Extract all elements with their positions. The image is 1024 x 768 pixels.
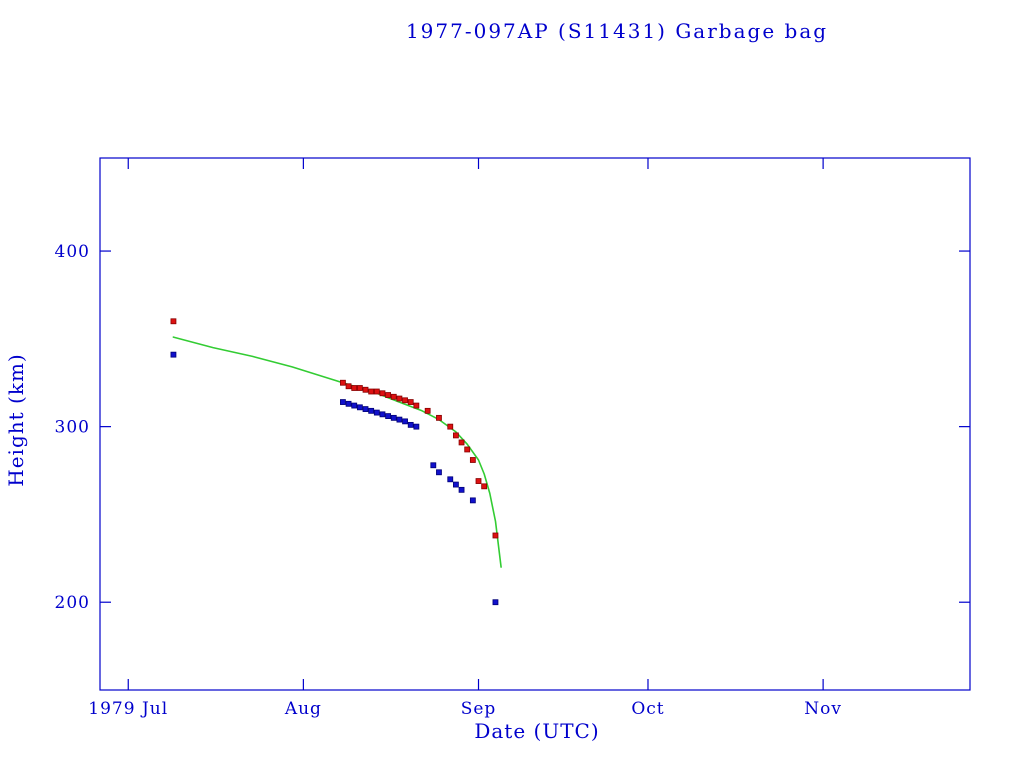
apogee-height-point xyxy=(447,423,454,430)
x-tick-label: Oct xyxy=(631,699,664,719)
x-tick-label: 1979 Jul xyxy=(88,699,168,719)
x-axis-label: Date (UTC) xyxy=(474,719,600,743)
fitted-mean-height-line xyxy=(172,336,502,568)
apogee-height-point xyxy=(368,388,375,395)
apogee-height-point xyxy=(492,532,499,539)
perigee-height-point xyxy=(390,414,397,421)
apogee-height-point xyxy=(351,385,358,391)
apogee-height-point xyxy=(385,392,392,398)
perigee-height-point xyxy=(356,404,363,411)
y-tick-label: 400 xyxy=(55,242,90,262)
perigee-height-point xyxy=(385,413,392,419)
perigee-height-point xyxy=(345,400,352,407)
perigee-height-point xyxy=(458,486,465,493)
apogee-height-point xyxy=(345,383,352,390)
apogee-height-point xyxy=(481,483,488,490)
x-tick-label: Nov xyxy=(804,699,842,719)
perigee-height-point xyxy=(407,421,414,428)
apogee-height-point xyxy=(458,439,465,446)
apogee-height-point xyxy=(340,379,346,386)
perigee-height-point xyxy=(447,476,454,483)
apogee-height-point xyxy=(390,393,397,400)
perigee-height-point xyxy=(340,399,346,405)
perigee-height-point xyxy=(368,407,375,414)
perigee-height-point xyxy=(430,462,437,469)
apogee-height-point xyxy=(464,446,471,453)
perigee-height-point xyxy=(362,406,369,412)
apogee-height-point xyxy=(362,386,369,393)
perigee-height-point xyxy=(379,411,386,418)
chart-title: 1977-097AP (S11431) Garbage bag xyxy=(405,19,829,43)
perigee-height-point xyxy=(373,409,380,416)
apogee-height-point xyxy=(424,407,431,414)
perigee-height-point xyxy=(436,469,442,476)
apogee-height-point xyxy=(356,385,363,391)
apogee-height-point xyxy=(402,397,408,404)
apogee-height-point xyxy=(413,402,420,409)
perigee-height-point xyxy=(402,418,408,425)
apogee-height-point xyxy=(170,318,177,325)
apogee-height-point xyxy=(469,457,476,463)
apogee-height-point xyxy=(407,399,414,405)
y-tick-label: 300 xyxy=(55,418,90,438)
x-tick-label: Aug xyxy=(284,699,322,719)
y-tick-label: 200 xyxy=(55,593,90,613)
perigee-height-point xyxy=(396,416,403,423)
apogee-height-point xyxy=(453,432,459,439)
apogee-height-point xyxy=(379,390,386,397)
perigee-height-point xyxy=(170,351,177,358)
apogee-height-point xyxy=(475,478,482,484)
x-tick-label: Sep xyxy=(461,699,497,719)
perigee-height-point xyxy=(413,423,420,430)
apogee-height-point xyxy=(373,388,380,395)
perigee-height-point xyxy=(469,497,476,504)
perigee-height-point xyxy=(351,402,358,409)
apogee-height-point xyxy=(436,414,442,421)
perigee-height-point xyxy=(453,481,459,488)
perigee-height-point xyxy=(492,599,499,606)
plot-frame xyxy=(99,157,971,691)
apogee-height-point xyxy=(396,395,403,402)
